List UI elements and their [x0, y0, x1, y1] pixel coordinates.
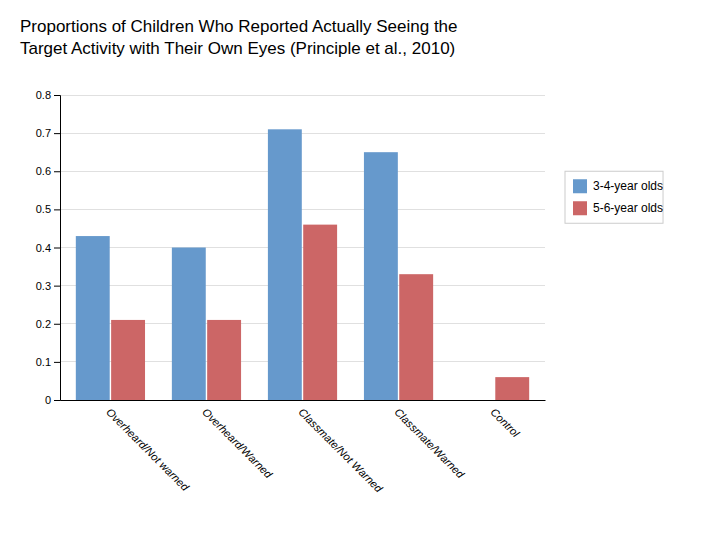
plot: 0 0.1 0.2 0.3 0.4 0.5 0.6 0.7 0.8 Overheard/Not w… — [36, 89, 663, 495]
axis-line — [54, 96, 61, 401]
tick: 0.8 — [36, 89, 60, 101]
tick-label: 0.1 — [36, 356, 51, 368]
series — [111, 225, 529, 400]
tick-label: Overheard/Not warned — [104, 406, 192, 494]
tick: 0.4 — [36, 242, 60, 254]
title-line: Proportions of Children Who Reported Act… — [20, 17, 458, 36]
bars — [76, 129, 529, 400]
tick-label: Classmate/Warned — [392, 406, 467, 481]
tick-mark — [54, 209, 60, 210]
tick-label: Control — [488, 406, 522, 440]
grid-line — [60, 209, 545, 210]
bar — [399, 274, 433, 400]
legend-item: 5-6-year olds — [573, 201, 663, 215]
tick: Classmate/Not Warned — [296, 406, 385, 495]
tick-label: 0.7 — [36, 127, 51, 139]
axis-line — [61, 400, 546, 401]
bar — [495, 377, 529, 400]
tick: 0.1 — [36, 356, 60, 368]
legend: 3-4-year olds 5-6-year olds — [565, 171, 663, 223]
tick: 0.6 — [36, 165, 60, 177]
bar — [111, 320, 145, 400]
grid-line — [60, 133, 545, 134]
tick: 0.7 — [36, 127, 60, 139]
tick: 0 — [45, 394, 60, 406]
bar — [172, 248, 206, 401]
legend-swatch — [573, 201, 587, 215]
x-axis: Overheard/Not warnedOverheard/Warned Clas… — [61, 401, 546, 496]
tick-mark — [54, 133, 60, 134]
tick-label: 0.6 — [36, 165, 51, 177]
legend-swatch — [573, 179, 587, 193]
tick-label: 0 — [45, 394, 51, 406]
tick-mark — [54, 95, 60, 96]
tick-mark — [54, 171, 60, 172]
legend-label: 5-6-year olds — [593, 201, 663, 215]
grid — [60, 95, 545, 400]
tick-mark — [54, 400, 60, 401]
tick: Overheard/Not warned — [104, 406, 192, 494]
tick-label: 0.5 — [36, 203, 51, 215]
legend-frame — [565, 171, 663, 223]
tick-mark — [54, 324, 60, 325]
bar — [76, 236, 110, 400]
chart: Proportions of Children Who Reported Act… — [0, 0, 720, 540]
tick-label: Overheard/Warned — [200, 406, 275, 481]
grid-line — [60, 247, 545, 248]
tick: 0.2 — [36, 318, 60, 330]
tick-label: 0.2 — [36, 318, 51, 330]
tick-label: Classmate/Not Warned — [296, 406, 385, 495]
tick-mark — [54, 362, 60, 363]
legend-item: 3-4-year olds — [573, 179, 663, 193]
tick-mark — [54, 248, 60, 249]
series — [76, 129, 398, 400]
tick-label: 0.3 — [36, 280, 51, 292]
legend-label: 3-4-year olds — [593, 179, 663, 193]
bar — [268, 129, 302, 400]
tick-label: 0.4 — [36, 242, 51, 254]
tick: Overheard/Warned — [200, 406, 275, 481]
grid-line — [60, 95, 545, 96]
tick: Classmate/Warned — [392, 406, 467, 481]
bar — [364, 152, 398, 400]
grid-line — [60, 171, 545, 172]
tick-label: 0.8 — [36, 89, 51, 101]
tick: 0.5 — [36, 203, 60, 215]
bar — [460, 400, 494, 401]
bar — [207, 320, 241, 400]
y-axis: 0 0.1 0.2 0.3 0.4 0.5 0.6 0.7 0.8 — [36, 89, 61, 406]
grid-line — [60, 285, 545, 286]
tick-mark — [54, 286, 60, 287]
bar — [303, 225, 337, 400]
tick: 0.3 — [36, 280, 60, 292]
tick: Control — [488, 406, 522, 440]
title-line: Target Activity with Their Own Eyes (Pri… — [20, 39, 455, 58]
title: Proportions of Children Who Reported Act… — [20, 17, 458, 58]
